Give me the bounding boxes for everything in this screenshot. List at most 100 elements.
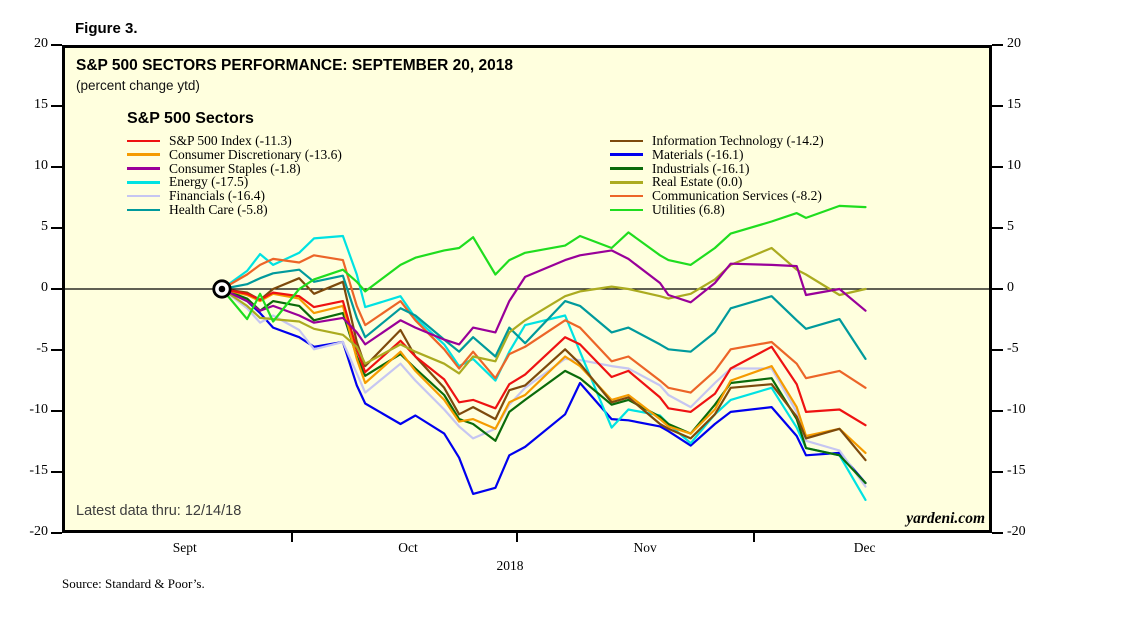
legend-label-financials: Financials (-16.4) <box>169 188 265 204</box>
y-tick-left-0 <box>51 288 62 290</box>
x-month-tick-0 <box>290 533 293 542</box>
latest-data-note: Latest data thru: 12/14/18 <box>76 503 242 519</box>
chart-title: S&P 500 SECTORS PERFORMANCE: SEPTEMBER 2… <box>76 57 514 74</box>
y-label-right-15: 15 <box>1007 97 1021 112</box>
y-tick-right--10 <box>992 410 1003 412</box>
plot-svg <box>65 204 989 501</box>
legend-swatch-health-care <box>127 208 160 212</box>
legend-label-consumer-discretionary: Consumer Discretionary (-13.6) <box>169 146 342 162</box>
y-label-right--20: -20 <box>1007 524 1026 539</box>
y-tick-left-10 <box>51 166 62 168</box>
y-label-left-5: 5 <box>41 219 48 234</box>
y-tick-right-5 <box>992 227 1003 229</box>
legend-label-communication-services: Communication Services (-8.2) <box>652 188 822 204</box>
legend-swatch-s-p-500-index <box>127 139 160 143</box>
x-month-tick-2 <box>752 533 755 542</box>
legend-title: S&P 500 Sectors <box>127 110 254 127</box>
source-note: Source: Standard & Poor’s. <box>62 576 205 591</box>
y-label-right--10: -10 <box>1007 402 1026 417</box>
legend-item-energy: Energy (-17.5) <box>127 175 342 189</box>
legend-label-information-technology: Information Technology (-14.2) <box>652 133 824 148</box>
legend-item-information-technology: Information Technology (-14.2) <box>610 134 824 148</box>
y-label-left-0: 0 <box>41 280 48 295</box>
series-line-consumer-staples <box>220 249 867 346</box>
y-tick-left--15 <box>51 471 62 473</box>
y-label-left--20: -20 <box>29 524 48 539</box>
y-tick-left--10 <box>51 410 62 412</box>
legend-swatch-utilities <box>610 208 643 212</box>
x-month-label-oct: Oct <box>398 540 418 555</box>
legend-label-s-p-500-index: S&P 500 Index (-11.3) <box>169 133 292 148</box>
legend-label-energy: Energy (-17.5) <box>169 174 249 190</box>
y-label-left-15: 15 <box>34 97 48 112</box>
legend-item-utilities: Utilities (6.8) <box>610 203 824 217</box>
y-tick-left--20 <box>51 532 62 534</box>
y-label-right-0: 0 <box>1007 280 1014 295</box>
series-line-consumer-discretionary <box>220 287 867 454</box>
y-label-right-20: 20 <box>1007 36 1021 51</box>
legend-swatch-consumer-discretionary <box>127 153 160 156</box>
legend-label-consumer-staples: Consumer Staples (-1.8) <box>169 160 301 176</box>
y-tick-left--5 <box>51 349 62 351</box>
series-line-information-technology <box>220 277 867 462</box>
y-label-right-5: 5 <box>1007 219 1014 234</box>
x-month-label-dec: Dec <box>853 540 876 555</box>
y-label-right-10: 10 <box>1007 158 1021 173</box>
legend-swatch-real-estate <box>610 180 643 184</box>
y-label-left-20: 20 <box>34 36 48 51</box>
legend-label-health-care: Health Care (-5.8) <box>169 201 268 217</box>
legend-column-2: Information Technology (-14.2) Materials … <box>610 134 824 217</box>
x-month-label-nov: Nov <box>633 540 657 555</box>
legend-column-1: S&P 500 Index (-11.3) Consumer Discretion… <box>127 134 342 217</box>
series-line-real-estate <box>220 246 867 375</box>
legend-label-industrials: Industrials (-16.1) <box>652 160 750 176</box>
series-line-utilities <box>220 204 867 323</box>
y-tick-left-15 <box>51 105 62 107</box>
legend-swatch-industrials <box>610 167 643 170</box>
series-line-industrials <box>220 287 867 485</box>
legend-item-s-p-500-index: S&P 500 Index (-11.3) <box>127 134 342 148</box>
legend-item-real-estate: Real Estate (0.0) <box>610 175 824 189</box>
y-tick-right--15 <box>992 471 1003 473</box>
y-label-left-10: 10 <box>34 158 48 173</box>
legend-label-utilities: Utilities (6.8) <box>652 201 725 217</box>
series-line-health-care <box>220 268 867 360</box>
x-month-tick-1 <box>515 533 518 542</box>
y-label-right--15: -15 <box>1007 463 1026 478</box>
series-line-s-p-500-index <box>220 287 867 427</box>
legend-swatch-financials <box>127 194 160 198</box>
legend-item-materials: Materials (-16.1) <box>610 146 824 162</box>
legend-swatch-information-technology <box>610 139 643 143</box>
y-label-left--15: -15 <box>29 463 48 478</box>
y-label-right--5: -5 <box>1007 341 1019 356</box>
figure-label: Figure 3. <box>75 20 138 37</box>
y-tick-right-20 <box>992 44 1003 46</box>
start-marker-dot <box>218 285 226 293</box>
legend-item-industrials: Industrials (-16.1) <box>610 160 824 176</box>
legend-item-financials: Financials (-16.4) <box>127 189 342 203</box>
y-tick-right-15 <box>992 105 1003 107</box>
chart-subtitle: (percent change ytd) <box>76 78 200 93</box>
y-tick-right-0 <box>992 288 1003 290</box>
y-label-left--5: -5 <box>36 341 48 356</box>
legend-swatch-consumer-staples <box>127 167 160 170</box>
year-label: 2018 <box>496 558 524 573</box>
legend-item-consumer-staples: Consumer Staples (-1.8) <box>127 160 342 176</box>
y-tick-left-5 <box>51 227 62 229</box>
legend-item-consumer-discretionary: Consumer Discretionary (-13.6) <box>127 146 342 162</box>
legend-swatch-materials <box>610 153 643 156</box>
x-month-label-sept: Sept <box>172 540 197 555</box>
legend-item-health-care: Health Care (-5.8) <box>127 203 342 217</box>
series-line-communication-services <box>220 254 867 394</box>
legend-label-materials: Materials (-16.1) <box>652 146 744 162</box>
legend-swatch-communication-services <box>610 194 643 198</box>
series-line-energy <box>220 234 867 501</box>
watermark: yardeni.com <box>906 510 985 527</box>
series-line-materials <box>220 287 867 495</box>
legend-label-real-estate: Real Estate (0.0) <box>652 174 743 190</box>
y-label-left--10: -10 <box>29 402 48 417</box>
y-tick-right--5 <box>992 349 1003 351</box>
y-tick-right-10 <box>992 166 1003 168</box>
legend-item-communication-services: Communication Services (-8.2) <box>610 189 824 203</box>
